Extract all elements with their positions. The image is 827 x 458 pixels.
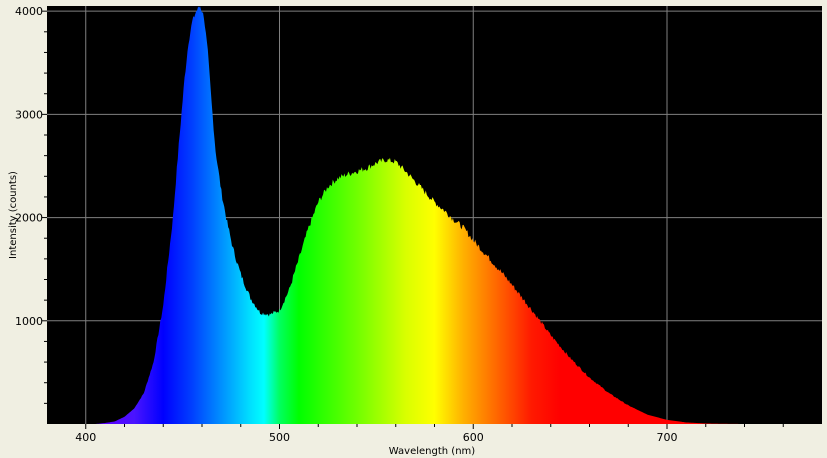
y-tick-label: 3000 <box>15 108 43 121</box>
y-tick-label: 4000 <box>15 5 43 18</box>
y-axis-label: Intensity (counts) <box>8 171 19 259</box>
x-tick-labels: 400 500 600 700 <box>75 431 677 444</box>
x-tick-label: 600 <box>463 431 484 444</box>
x-tick-label: 500 <box>269 431 290 444</box>
y-tick-labels: 1000 2000 3000 4000 <box>15 5 43 328</box>
x-tick-label: 400 <box>75 431 96 444</box>
minor-ticks <box>42 10 784 429</box>
y-tick-label: 1000 <box>15 315 43 328</box>
y-tick-label: 2000 <box>15 212 43 225</box>
x-tick-label: 700 <box>657 431 678 444</box>
x-axis-label: Wavelength (nm) <box>389 446 475 457</box>
